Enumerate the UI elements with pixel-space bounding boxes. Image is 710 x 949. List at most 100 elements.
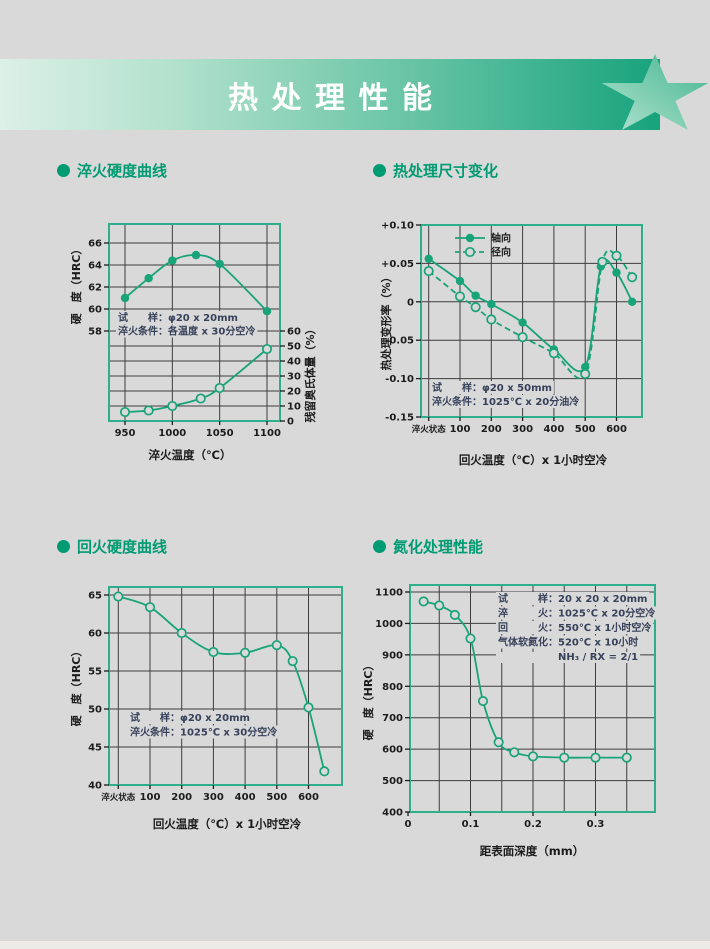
y-tick-label: 10 bbox=[287, 402, 301, 413]
y-axis-label-left: 硬 度（HRC） bbox=[69, 244, 83, 325]
data-point-marker bbox=[612, 268, 621, 277]
series-line bbox=[118, 595, 326, 772]
y-tick-label: 600 bbox=[382, 745, 403, 756]
section-title-text: 回火硬度曲线 bbox=[77, 538, 168, 556]
data-point-marker bbox=[143, 405, 154, 416]
data-point-marker bbox=[465, 633, 476, 644]
data-point-marker bbox=[627, 272, 638, 283]
tick-labels: 66 64 62 60 58 60 50 40 30 20 10 0 950 1000 1050 1100 bbox=[88, 239, 301, 440]
y-tick-label: -0.10 bbox=[385, 374, 414, 385]
x-tick-label: 600 bbox=[298, 792, 319, 803]
data-point-marker bbox=[518, 318, 527, 327]
data-point-marker bbox=[195, 393, 206, 404]
x-tick-label: 0.2 bbox=[524, 819, 542, 830]
data-point-marker bbox=[621, 752, 632, 763]
data-point-marker bbox=[191, 250, 201, 260]
x-tick-label: 1100 bbox=[253, 428, 281, 439]
x-tick-label: 100 bbox=[140, 792, 161, 803]
y-tick-label: 66 bbox=[88, 239, 102, 250]
annotation-backing bbox=[496, 621, 654, 634]
bullet-icon bbox=[57, 540, 70, 553]
x-axis-label: 距表面深度（mm） bbox=[480, 844, 584, 858]
data-point-marker bbox=[271, 640, 282, 651]
y-tick-label: 40 bbox=[287, 357, 301, 368]
legend-label: 轴向 bbox=[491, 232, 511, 245]
series-temper_hardness bbox=[113, 591, 330, 777]
y-axis-label-left: 硬 度（HRC） bbox=[69, 646, 83, 727]
data-point-marker bbox=[423, 266, 434, 277]
y-tick-label: 900 bbox=[382, 650, 403, 661]
y-tick-label: -0.15 bbox=[385, 413, 414, 424]
annotation-backing bbox=[496, 652, 641, 663]
data-point-marker bbox=[168, 256, 177, 265]
annotation-line: 淬火条件：1025℃ x 30分空冷 bbox=[130, 726, 277, 739]
data-point-marker bbox=[627, 297, 637, 306]
section-title-text: 淬火硬度曲线 bbox=[77, 162, 168, 180]
y-axis-label-left: 热处理变形率（%） bbox=[379, 271, 393, 370]
data-point-marker bbox=[261, 343, 273, 355]
data-point-marker bbox=[471, 291, 480, 300]
y-tick-label: 58 bbox=[88, 327, 102, 338]
y-tick-label: 700 bbox=[382, 713, 403, 724]
annotation-line: 淬 火：1025℃ x 20分空冷 bbox=[498, 607, 655, 620]
data-point-marker bbox=[215, 259, 224, 269]
data-point-marker bbox=[214, 382, 225, 394]
y-tick-label: +0.10 bbox=[381, 221, 414, 232]
annotation-line: 试 样：φ20 x 20mm bbox=[118, 311, 238, 324]
annotation-backing bbox=[128, 711, 252, 724]
data-point-marker bbox=[559, 752, 570, 763]
data-point-marker bbox=[580, 368, 591, 380]
data-point-marker bbox=[470, 302, 481, 313]
series-line bbox=[124, 254, 268, 312]
data-point-marker bbox=[303, 702, 314, 713]
x-tick-label: 500 bbox=[575, 424, 596, 435]
data-point-marker bbox=[113, 591, 124, 602]
grid bbox=[109, 587, 342, 785]
series-radial bbox=[423, 249, 638, 380]
y-tick-label: 64 bbox=[88, 261, 102, 272]
y-tick-label: -0.05 bbox=[385, 336, 414, 347]
data-point-marker bbox=[418, 596, 429, 607]
x-tick-label: 300 bbox=[203, 792, 224, 803]
data-point-marker bbox=[548, 348, 559, 359]
section-title-temper-hardness: 回火硬度曲线 bbox=[57, 536, 167, 557]
section-title-text: 氮化处理性能 bbox=[393, 538, 484, 556]
series-line bbox=[428, 249, 633, 379]
y-axis-label-right: 残留奥氏体量（%） bbox=[303, 323, 317, 422]
legend-label: 径向 bbox=[491, 246, 511, 259]
y-tick-label: 55 bbox=[88, 667, 102, 678]
x-axis-label: 淬火温度（℃） bbox=[149, 448, 232, 462]
x-tick-label: 0.1 bbox=[462, 819, 480, 830]
y-tick-label: 800 bbox=[382, 682, 403, 693]
data-point-marker bbox=[424, 254, 433, 263]
x-tick-label: 600 bbox=[606, 424, 627, 435]
data-point-marker bbox=[287, 656, 298, 667]
y-tick-label: 500 bbox=[382, 776, 403, 787]
bullet-icon bbox=[373, 540, 386, 553]
y-tick-label: 62 bbox=[88, 283, 102, 294]
data-point-marker bbox=[176, 627, 187, 639]
x-tick-label: 200 bbox=[481, 424, 502, 435]
y-tick-label: 0 bbox=[407, 297, 414, 308]
data-point-marker bbox=[454, 291, 466, 302]
y-tick-label: 45 bbox=[88, 743, 102, 754]
section-title-nitriding: 氮化处理性能 bbox=[373, 536, 483, 557]
y-tick-label: 40 bbox=[88, 781, 102, 792]
annotation-line: 试 样：φ20 x 50mm bbox=[432, 381, 552, 394]
x-tick-label: 0.3 bbox=[587, 819, 605, 830]
x-tick-label: 400 bbox=[235, 792, 256, 803]
y-tick-label: 30 bbox=[287, 372, 301, 383]
data-point-marker bbox=[493, 737, 504, 748]
annotation-line: 淬火条件：各温度 x 30分空冷 bbox=[118, 325, 255, 338]
data-point-marker bbox=[464, 246, 476, 258]
series-axial bbox=[424, 254, 637, 373]
x-axis-label: 回火温度（℃）x 1小时空冷 bbox=[459, 453, 608, 467]
y-axis-label-left: 硬 度（HRC） bbox=[361, 660, 375, 741]
data-point-marker bbox=[455, 276, 465, 286]
plot-border bbox=[108, 586, 343, 786]
